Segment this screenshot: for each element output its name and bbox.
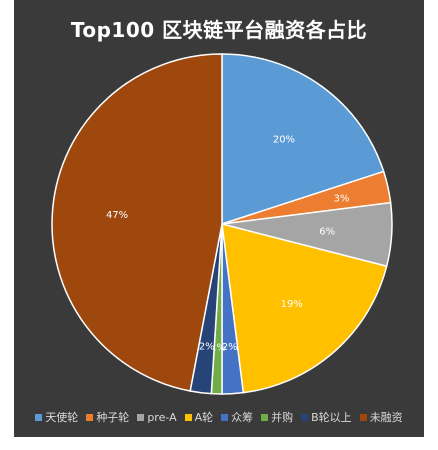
legend-swatch (137, 413, 145, 421)
legend-label: 天使轮 (45, 411, 79, 424)
legend-label: 众筹 (231, 411, 254, 424)
pie-data-label-4: 2% (222, 342, 238, 353)
pie-data-label-3: 19% (281, 299, 303, 310)
pie-slice-7 (51, 53, 223, 392)
legend-label: B轮以上 (311, 411, 352, 424)
pie-data-label-5: 1% (210, 342, 226, 353)
legend-label: 种子轮 (96, 411, 130, 424)
legend-label: A轮 (194, 411, 214, 424)
chart-legend: 天使轮 种子轮 pre-A A轮 众筹 并购 B轮以上 未融资 (14, 409, 424, 425)
chart-title: Top100 区块链平台融资各占比 (70, 18, 368, 42)
pie-chart: 20% 3% 6% 19% 2%1%2% 47% (51, 53, 393, 395)
legend-item-3: A轮 (184, 409, 214, 425)
legend-item-2: pre-A (137, 409, 177, 425)
pie-data-label-2: 6% (319, 227, 335, 238)
legend-item-0: 天使轮 (35, 409, 78, 425)
pie-slice-0 (221, 53, 385, 226)
legend-swatch (301, 413, 309, 421)
pie-data-label-6: 2% (199, 341, 215, 352)
legend-label: pre-A (147, 410, 177, 424)
legend-swatch (35, 413, 43, 421)
legend-swatch (359, 413, 367, 421)
legend-swatch (221, 413, 229, 421)
chart-card: Top100 区块链平台融资各占比 20% 3% 6% 19% 2% 1% 2% 47% 天使… (14, 0, 424, 437)
legend-item-4: 众筹 (221, 409, 253, 425)
legend-swatch (261, 413, 269, 421)
legend-swatch (86, 413, 94, 421)
legend-swatch (184, 413, 192, 421)
pie-data-label-0: 20% (273, 135, 295, 146)
pie-data-label-1: 3% (334, 193, 350, 204)
legend-item-7: 未融资 (359, 409, 403, 425)
legend-item-1: 种子轮 (86, 409, 129, 425)
legend-item-5: 并购 (261, 409, 293, 425)
legend-label: 并购 (271, 411, 294, 424)
legend-label: 未融资 (369, 411, 403, 424)
legend-item-6: B轮以上 (301, 409, 352, 425)
pie-data-label-7: 47% (106, 210, 128, 221)
pie-slice-3 (221, 222, 388, 394)
